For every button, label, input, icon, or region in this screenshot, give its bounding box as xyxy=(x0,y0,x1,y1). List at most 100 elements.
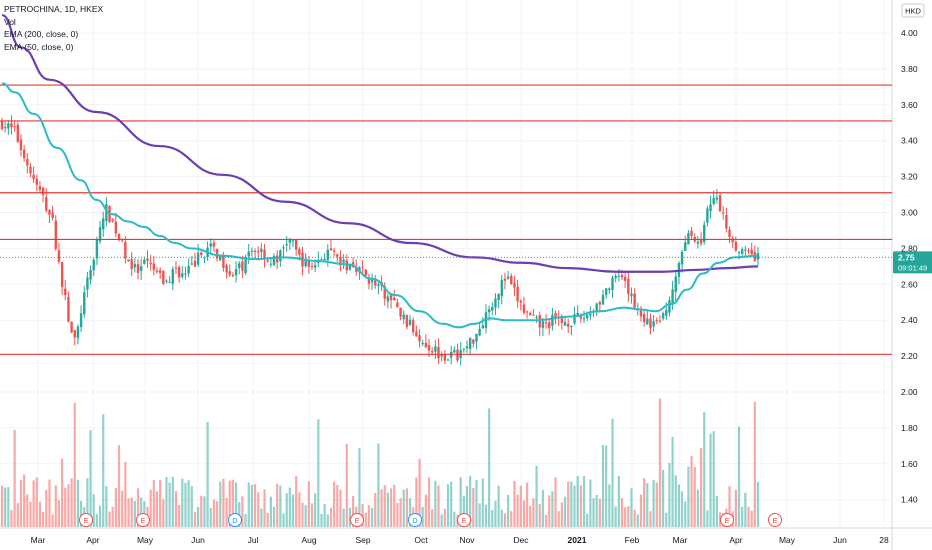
candle-body xyxy=(408,319,412,325)
ema50-legend[interactable]: EMA (50, close, 0) xyxy=(4,41,74,52)
volume-bar xyxy=(0,485,4,527)
candle-body xyxy=(728,229,731,238)
candle-body xyxy=(529,313,532,316)
earnings-event-marker[interactable]: E xyxy=(350,513,364,527)
volume-bar xyxy=(421,506,424,527)
candle-body xyxy=(64,288,67,296)
candle-body xyxy=(181,273,184,277)
volume-bar xyxy=(557,511,560,527)
volume-bar xyxy=(567,481,570,527)
volume-bar xyxy=(370,507,374,527)
candle-body xyxy=(374,280,377,286)
volume-bar xyxy=(26,494,29,527)
volume-bar xyxy=(450,481,453,527)
volume-bar xyxy=(440,514,443,527)
volume-bar xyxy=(424,494,427,527)
volume-bar xyxy=(19,479,23,527)
volume-bar xyxy=(484,504,488,527)
candle-body xyxy=(364,269,367,276)
volume-bar xyxy=(684,501,687,527)
candle-body xyxy=(70,321,73,333)
candle-body xyxy=(83,292,86,315)
volume-bar xyxy=(443,508,446,527)
volume-bar xyxy=(348,507,352,527)
symbol-title[interactable]: PETROCHINA, 1D, HKEX xyxy=(4,4,104,14)
x-tick-label: Feb xyxy=(625,535,640,545)
volume-bar xyxy=(247,482,250,527)
volume-bar xyxy=(513,480,516,527)
volume-bar xyxy=(639,494,643,527)
earnings-event-marker[interactable]: E xyxy=(457,513,471,527)
currency-badge[interactable]: HKD xyxy=(901,3,925,18)
volume-bar xyxy=(525,482,529,527)
volume-bar xyxy=(266,512,269,527)
candle-body xyxy=(750,249,753,255)
candle-body xyxy=(563,322,567,326)
candle-body xyxy=(598,301,602,305)
volume-bar xyxy=(241,496,244,527)
volume-bar xyxy=(285,493,288,527)
candle-body xyxy=(298,249,301,255)
volume-bar xyxy=(462,496,465,527)
candle-body xyxy=(29,166,32,174)
volume-bar xyxy=(491,509,494,527)
volume-bar xyxy=(200,495,203,527)
candle-body xyxy=(690,231,693,237)
time-axis[interactable]: Mar Apr May Jun Jul Aug Sep Oct Nov Dec 2021 Feb Mar… xyxy=(31,535,889,545)
candle-body xyxy=(731,238,734,243)
candle-body xyxy=(709,204,712,212)
candle-body xyxy=(98,227,102,242)
volume-bar xyxy=(472,488,475,527)
volume-bar xyxy=(541,489,545,527)
candle-body xyxy=(228,271,231,275)
svg-text:E: E xyxy=(461,516,466,525)
candle-body xyxy=(200,252,203,256)
horizontal-levels[interactable] xyxy=(0,84,892,355)
volume-bar xyxy=(298,492,301,527)
volume-bar xyxy=(203,496,206,527)
candle-body xyxy=(212,242,216,247)
volume-legend[interactable]: Vol xyxy=(4,16,16,27)
volume-bar xyxy=(64,487,67,527)
svg-text:E: E xyxy=(83,516,88,525)
candle-body xyxy=(313,265,317,268)
candle-body xyxy=(168,281,171,283)
volume-bar xyxy=(155,491,159,527)
volume-bar xyxy=(48,479,51,527)
volume-bar xyxy=(434,480,437,527)
earnings-event-marker[interactable]: E xyxy=(136,513,150,527)
volume-bar xyxy=(649,511,652,527)
candle-body xyxy=(608,288,611,290)
candle-body xyxy=(238,263,241,268)
candle-body xyxy=(158,270,162,273)
volume-bar xyxy=(687,466,690,527)
volume-bar xyxy=(554,477,557,527)
volume-bar xyxy=(222,478,225,527)
earnings-event-marker[interactable]: E xyxy=(768,513,782,527)
volume-bar xyxy=(57,500,61,527)
earnings-event-marker[interactable]: D xyxy=(408,513,422,527)
volume-bar xyxy=(481,478,484,527)
candle-body xyxy=(60,261,64,287)
candle-body xyxy=(734,241,738,251)
volume-bar xyxy=(579,485,582,527)
earnings-event-marker[interactable]: E xyxy=(720,513,734,527)
candle-body xyxy=(171,269,175,284)
candle-body xyxy=(155,270,159,272)
price-axis[interactable]: 4.00 3.80 3.60 3.40 3.20 3.00 2.80 2.60 2.40 2.20… xyxy=(901,28,918,505)
candle-body xyxy=(465,346,469,349)
candle-body xyxy=(725,215,728,229)
candle-body xyxy=(475,333,478,342)
candle-body xyxy=(627,278,630,294)
volume-bar xyxy=(67,484,70,527)
ema200-legend[interactable]: EMA (200, close, 0) xyxy=(4,29,79,39)
candle-body xyxy=(393,297,396,301)
earnings-event-marker[interactable]: E xyxy=(79,513,93,527)
earnings-event-marker[interactable]: D xyxy=(228,513,242,527)
volume-bar xyxy=(497,485,500,527)
y-tick-label: 3.00 xyxy=(901,208,918,218)
volume-bar xyxy=(326,514,329,527)
candle-body xyxy=(282,247,285,249)
